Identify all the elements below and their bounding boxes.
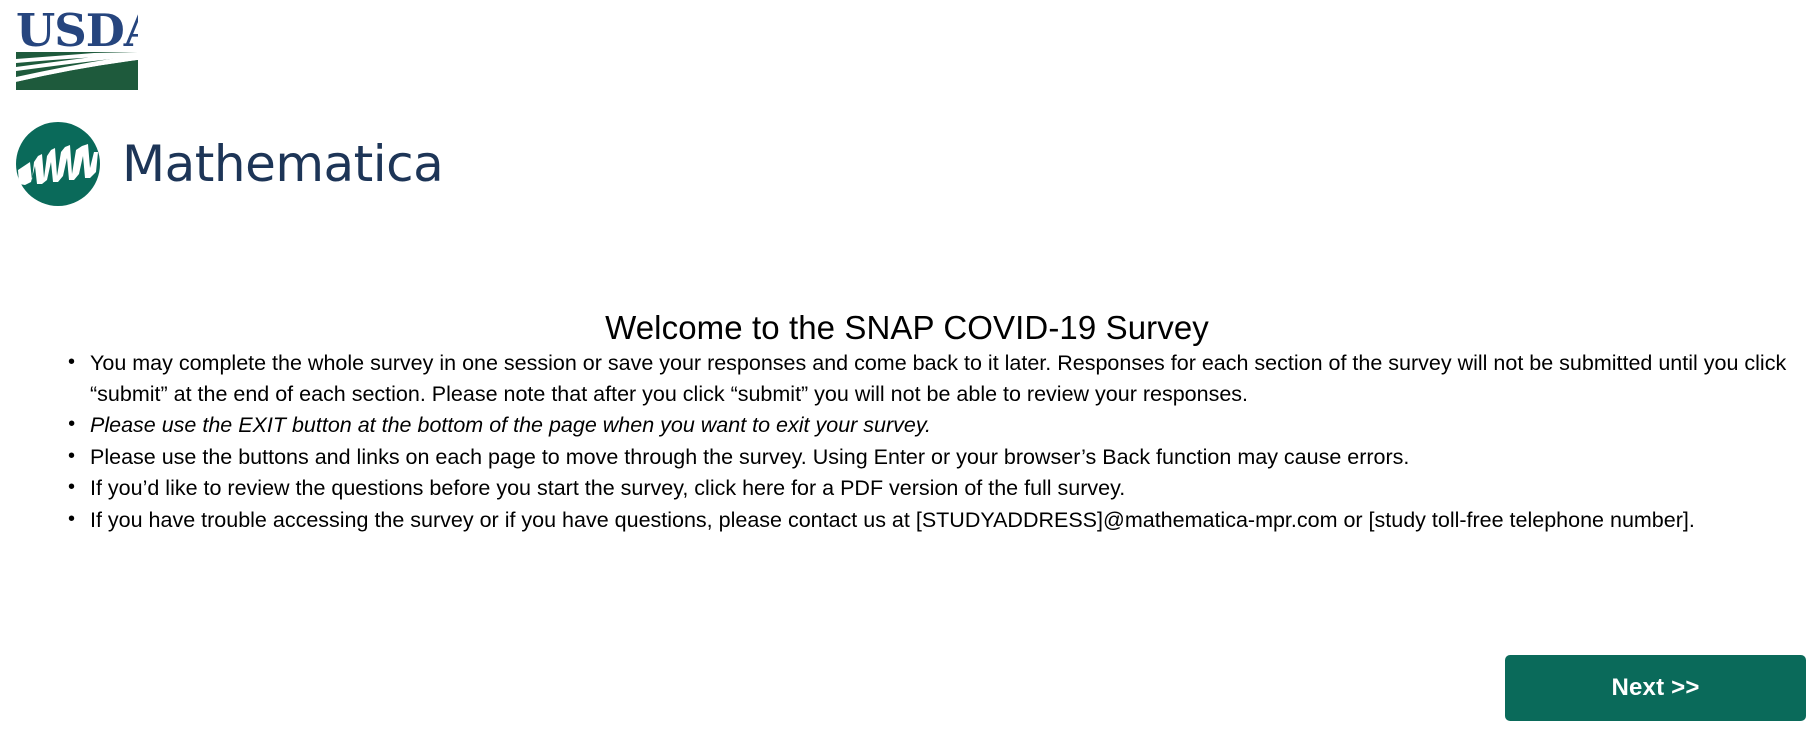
usda-logo: USDA	[16, 4, 138, 92]
list-item: If you’d like to review the questions be…	[60, 472, 1790, 504]
list-item: Please use the EXIT button at the bottom…	[60, 409, 1790, 441]
mathematica-logo: Mathematica	[16, 122, 444, 206]
list-item: You may complete the whole survey in one…	[60, 347, 1790, 409]
svg-text:USDA: USDA	[16, 4, 138, 57]
mathematica-wordmark: Mathematica	[122, 135, 444, 193]
next-button[interactable]: Next >>	[1505, 655, 1806, 721]
list-item: Please use the buttons and links on each…	[60, 441, 1790, 473]
page-title: Welcome to the SNAP COVID-19 Survey	[605, 309, 1209, 347]
list-item: If you have trouble accessing the survey…	[60, 504, 1790, 536]
usda-logo-icon: USDA	[16, 4, 138, 90]
intro-bullet-list: You may complete the whole survey in one…	[60, 347, 1790, 536]
mathematica-mark-icon	[16, 122, 100, 206]
